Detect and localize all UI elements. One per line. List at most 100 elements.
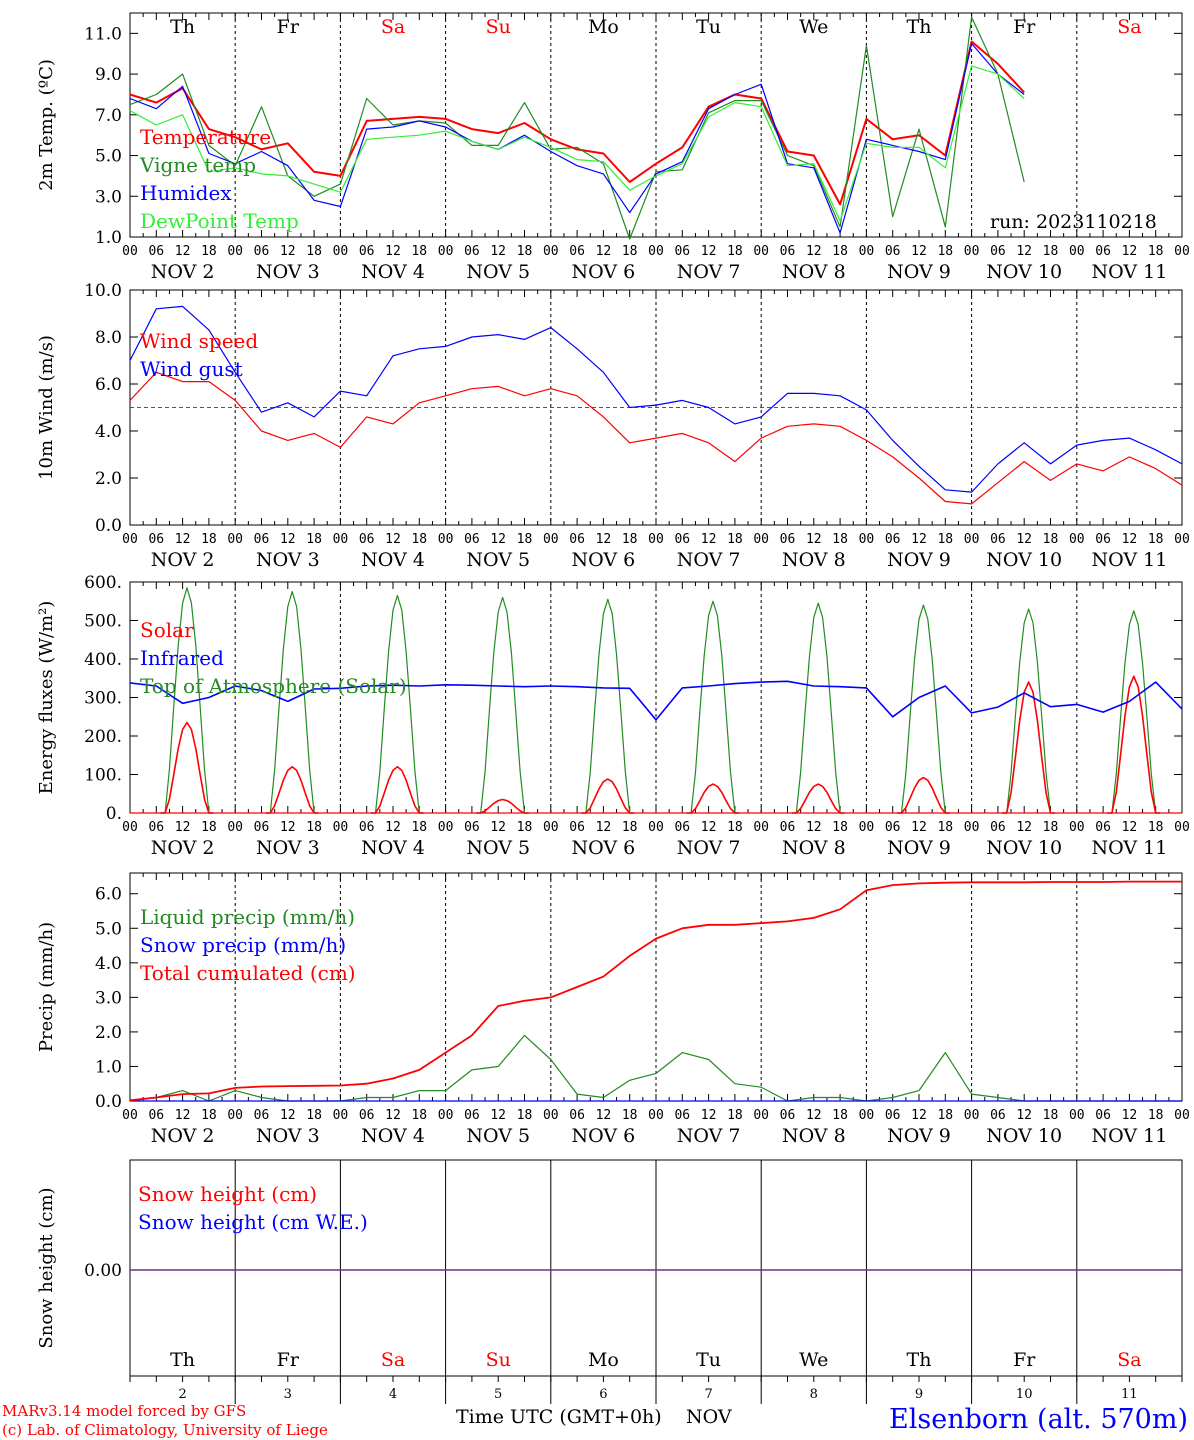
day-number: 8 [810, 1387, 818, 1402]
hour-tick-label: 00 [859, 244, 875, 259]
hour-tick-label: 18 [1148, 1108, 1164, 1123]
day-number: 6 [599, 1387, 607, 1402]
hour-tick-label: 00 [333, 244, 349, 259]
hour-tick-label: 12 [175, 532, 191, 547]
date-label: NOV 8 [782, 261, 846, 283]
date-label: NOV 4 [361, 549, 425, 571]
hour-tick-label: 18 [832, 1108, 848, 1123]
hour-tick-label: 00 [964, 244, 980, 259]
y-tick-label: 600. [84, 573, 122, 593]
hour-tick-label: 06 [674, 1108, 690, 1123]
hour-tick-label: 12 [701, 1108, 717, 1123]
date-label: NOV 9 [887, 261, 951, 283]
y-tick-label: 500. [84, 612, 122, 632]
day-name: Tu [696, 1349, 721, 1371]
hour-tick-label: 18 [306, 532, 322, 547]
hour-tick-label: 06 [464, 820, 480, 835]
hour-tick-label: 12 [1016, 244, 1032, 259]
hour-tick-label: 06 [780, 244, 796, 259]
hour-tick-label: 12 [911, 1108, 927, 1123]
hour-tick-label: 18 [937, 244, 953, 259]
hour-tick-label: 12 [911, 244, 927, 259]
hour-tick-label: 18 [201, 244, 217, 259]
solar-curve [476, 798, 529, 814]
legend-entry: Vigne temp [139, 153, 256, 177]
hour-tick-label: 12 [596, 244, 612, 259]
date-label: NOV 11 [1091, 261, 1167, 283]
hour-tick-label: 00 [438, 1108, 454, 1123]
y-tick-label: 4.0 [95, 422, 122, 442]
day-name: Sa [1117, 16, 1141, 38]
hour-tick-label: 18 [411, 244, 427, 259]
hour-tick-label: 18 [1148, 820, 1164, 835]
panel-temperature [129, 12, 1183, 238]
hour-tick-label: 18 [411, 1108, 427, 1123]
hour-tick-label: 12 [175, 820, 191, 835]
hour-tick-label: 00 [753, 1108, 769, 1123]
hour-tick-label: 12 [596, 1108, 612, 1123]
hour-tick-label: 18 [201, 820, 217, 835]
hour-tick-label: 18 [411, 532, 427, 547]
station-name: Elsenborn (alt. 570m) [889, 1404, 1188, 1435]
hour-tick-label: 06 [885, 820, 901, 835]
hour-tick-label: 00 [122, 820, 138, 835]
date-label: NOV 9 [887, 549, 951, 571]
legend-entry: Wind speed [140, 329, 258, 353]
hour-tick-label: 00 [543, 1108, 559, 1123]
hour-tick-label: 18 [622, 820, 638, 835]
hour-tick-label: 00 [1069, 1108, 1085, 1123]
solar-curve [791, 783, 845, 814]
x-axis-month: NOV [686, 1406, 732, 1428]
date-label: NOV 11 [1091, 837, 1167, 859]
day-number: 11 [1121, 1387, 1138, 1402]
date-label: NOV 4 [361, 1125, 425, 1147]
hour-tick-label: 18 [622, 244, 638, 259]
hour-tick-label: 00 [648, 1108, 664, 1123]
y-tick-label: 6.0 [95, 375, 122, 395]
date-label: NOV 10 [986, 837, 1062, 859]
run-label: run: 2023110218 [990, 211, 1157, 233]
y-tick-label: 8.0 [95, 328, 122, 348]
day-number: 5 [494, 1387, 502, 1402]
panel-precip [129, 872, 1183, 1102]
y-tick-label: 1.0 [95, 1057, 122, 1077]
solar-curve [160, 721, 214, 814]
solar-curve [265, 765, 319, 814]
hour-tick-label: 00 [227, 244, 243, 259]
date-label: NOV 11 [1091, 1125, 1167, 1147]
date-label: NOV 8 [782, 549, 846, 571]
hour-tick-label: 00 [333, 532, 349, 547]
day-name: Th [907, 16, 932, 38]
date-label: NOV 6 [572, 1125, 636, 1147]
hour-tick-label: 00 [1069, 244, 1085, 259]
hour-tick-label: 06 [359, 244, 375, 259]
y-tick-label: 11.0 [84, 24, 122, 44]
legend-entry: Total cumulated (cm) [140, 961, 356, 985]
hour-tick-label: 06 [990, 1108, 1006, 1123]
credit-model: MARv3.14 model forced by GFS [2, 1402, 246, 1420]
hour-tick-label: 06 [569, 532, 585, 547]
day-name: Sa [1117, 1349, 1141, 1371]
y-tick-label: 5.0 [95, 147, 122, 167]
hour-tick-label: 18 [1043, 244, 1059, 259]
y-tick-label: 400. [84, 650, 122, 670]
hour-tick-label: 12 [701, 244, 717, 259]
hour-tick-label: 06 [148, 1108, 164, 1123]
hour-tick-label: 18 [727, 244, 743, 259]
toa-solar-curve [791, 602, 845, 814]
hour-tick-label: 18 [517, 1108, 533, 1123]
y-tick-label: 0.00 [84, 1261, 122, 1281]
y-tick-label: 0. [106, 804, 122, 824]
toa-solar-curve [1002, 608, 1055, 814]
hour-tick-label: 18 [1148, 244, 1164, 259]
toa-solar-curve [1107, 610, 1161, 814]
toa-solar-curve [476, 596, 529, 814]
hour-tick-label: 00 [122, 1108, 138, 1123]
hour-tick-label: 00 [964, 532, 980, 547]
hour-tick-label: 06 [464, 244, 480, 259]
hour-tick-label: 18 [832, 244, 848, 259]
solar-curve [897, 776, 950, 814]
hour-tick-label: 12 [1016, 1108, 1032, 1123]
hour-tick-label: 06 [569, 244, 585, 259]
hour-tick-label: 18 [622, 532, 638, 547]
